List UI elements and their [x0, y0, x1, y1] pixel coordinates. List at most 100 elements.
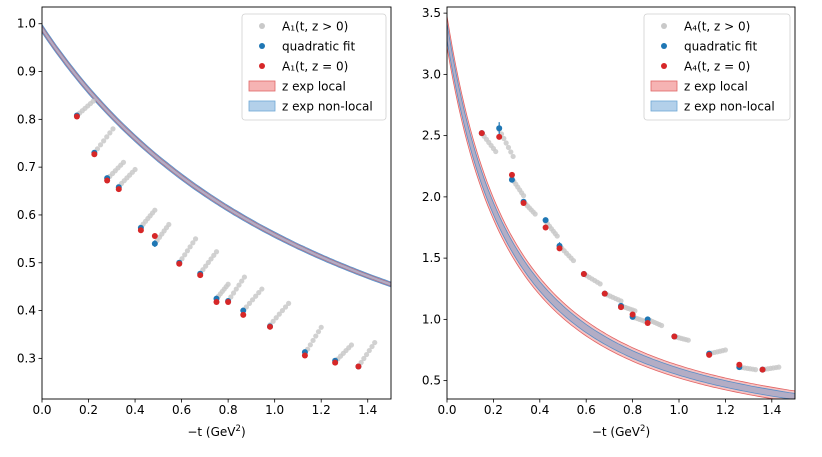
x-tick-label: 0.6 [577, 403, 596, 417]
legend-label: A₁(t, z > 0) [282, 20, 348, 34]
quadratic-fit-point [151, 240, 158, 247]
axes-frame [446, 6, 796, 400]
z-gt-0-point [313, 333, 319, 339]
z-gt-0-point [659, 322, 665, 329]
left-chart-panel: 0.0 0.2 0.4 0.6 0.8 1.0 1.2 1.4 0.3 0.4 0.5 0.6 0.7 0… [17, 6, 392, 439]
z-gt-0-point [685, 337, 691, 343]
y-tick-label: 0.5 [422, 374, 441, 388]
legend-label: z exp non-local [684, 100, 775, 114]
z-gt-0-point [618, 298, 624, 304]
x-axis-label-tail: ) [645, 425, 650, 439]
z-gt-0-point [205, 259, 211, 266]
legend-marker [661, 23, 667, 29]
x-tick-label: 0.0 [437, 403, 456, 417]
legend-swatch [248, 100, 276, 112]
z-gt-0-point [110, 126, 116, 132]
z-gt-0-point [233, 286, 239, 292]
z-eq-0-point [478, 130, 485, 137]
z-eq-0-point [496, 133, 503, 140]
plot-area [447, 16, 795, 399]
z-eq-0-point [601, 290, 608, 297]
z-eq-0-point [151, 232, 158, 239]
z-gt-0-point [361, 355, 367, 362]
z-eq-0-point [240, 311, 247, 318]
x-axis-label-main: −t (GeV [187, 425, 236, 439]
z-gt-0-point [752, 367, 759, 373]
z-gt-0-point [276, 311, 282, 317]
legend-label: z exp local [282, 80, 346, 94]
z-gt-0-point [279, 307, 286, 314]
z-gt-0-point [230, 290, 237, 296]
z-eq-0-point [520, 200, 527, 206]
z-eq-0-point [137, 227, 144, 234]
z-gt-0-point [166, 221, 172, 228]
z-gt-0-point [120, 159, 127, 165]
z-gt-0-point [286, 300, 292, 306]
legend-label: z exp non-local [282, 100, 373, 114]
x-axis-label: −t (GeV2) [187, 424, 245, 439]
z-eq-0-point [644, 320, 651, 327]
z-gt-0-point [282, 304, 289, 310]
right-chart-panel: 0.0 0.2 0.4 0.6 0.8 1.0 1.2 1.4 0.5 1.0 1.5 2.0 2.5 3… [422, 6, 796, 439]
x-tick-label: 0.8 [219, 403, 238, 417]
z-gt-0-point [132, 166, 138, 173]
z-eq-0-point [91, 151, 98, 158]
z-gt-0-point [182, 252, 188, 258]
z-gt-0-point [776, 364, 782, 370]
z-gt-0-point [228, 294, 234, 300]
quadratic-fit-point [542, 217, 549, 224]
x-tick-label: 1.2 [312, 403, 331, 417]
z-gt-0-point [187, 244, 193, 250]
z-gt-0-point [501, 135, 507, 142]
z-gt-0-point [369, 343, 375, 350]
z-gt-0-point [597, 281, 603, 287]
z-eq-0-point [629, 311, 636, 318]
legend-label: A₄(t, z > 0) [684, 20, 750, 34]
legend-marker [661, 43, 667, 49]
z-eq-0-point [736, 361, 743, 368]
z-gt-0-point [358, 359, 364, 366]
y-tick-label: 0.7 [17, 160, 36, 174]
z-gt-0-point [190, 240, 196, 246]
z-gt-0-point [107, 130, 113, 136]
z-gt-0-point [253, 293, 259, 299]
z-gt-0-point [520, 193, 527, 199]
z-eq-0-point [267, 323, 274, 330]
z-eq-0-point [225, 298, 232, 305]
y-tick-label: 1.0 [422, 312, 441, 326]
z-gt-0-point [208, 256, 214, 262]
legend-box [643, 13, 791, 121]
y-tick-label: 0.4 [17, 304, 36, 318]
z-eq-0-point [176, 260, 183, 267]
legend-label: quadratic fit [282, 40, 355, 54]
z-exp-local-band [42, 25, 391, 287]
legend-marker [259, 23, 265, 29]
y-tick-label: 0.6 [17, 208, 36, 222]
legend-swatch [248, 80, 276, 92]
z-gt-0-point [94, 146, 101, 152]
legend-swatch [650, 80, 678, 92]
z-gt-0-point [366, 347, 372, 354]
z-gt-0-point [203, 263, 209, 269]
y-tick-label: 0.5 [17, 256, 36, 270]
z-gt-0-point [570, 257, 577, 264]
z-exp-local-band [447, 16, 795, 399]
z-gt-0-point [90, 98, 96, 104]
legend: A₄(t, z > 0) quadratic fit A₄(t, z = 0) z e… [643, 13, 791, 121]
legend-marker [259, 43, 265, 49]
y-tick-label: 0.9 [17, 65, 36, 79]
y-tick-label: 1.0 [17, 17, 36, 31]
z-gt-0-point [315, 329, 322, 335]
z-exp-non-local-band [42, 23, 391, 288]
x-tick-label: 1.0 [669, 403, 688, 417]
axes-frame [41, 6, 392, 400]
z-gt-0-point [503, 140, 509, 146]
quadratic-fit-point [240, 307, 247, 314]
legend-label: z exp local [684, 80, 748, 94]
x-axis-label-sup: 2 [640, 424, 645, 434]
z-gt-0-point [508, 149, 514, 155]
y-tick-label: 2.5 [422, 129, 441, 143]
z-gt-0-point [510, 153, 516, 160]
z-gt-0-point [310, 337, 316, 344]
